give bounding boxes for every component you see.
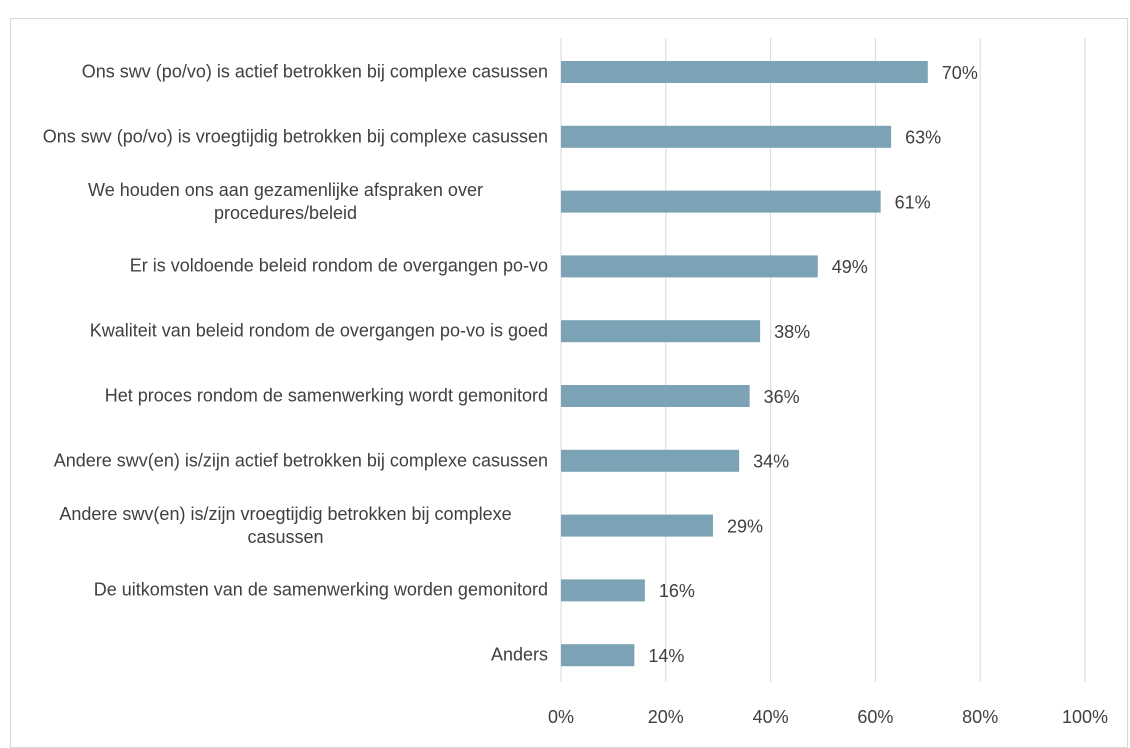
bar: [561, 125, 892, 148]
y-tick-label: Ons swv (po/vo) is actief betrokken bij …: [81, 61, 548, 82]
bar: [561, 190, 881, 213]
y-tick-label: Ons swv (po/vo) is vroegtijdig betrokken…: [42, 126, 548, 147]
y-tick-label: Het proces rondom de samenwerking wordt …: [104, 385, 548, 406]
x-tick-label: 20%: [648, 707, 684, 727]
data-label: 38%: [774, 322, 810, 342]
category-label-box: Andere swv(en) is/zijn actief betrokken …: [8, 449, 548, 472]
bar: [561, 61, 928, 83]
data-label: 14%: [648, 646, 684, 666]
y-tick-label: Er is voldoende beleid rondom de overgan…: [129, 255, 548, 276]
y-tick-label: Andere swv(en) is/zijn vroegtijdig betro…: [59, 503, 512, 547]
data-label: 63%: [905, 128, 941, 148]
category-label-box: Het proces rondom de samenwerking wordt …: [8, 385, 548, 408]
category-label-box: Anders: [8, 644, 548, 667]
data-label: 29%: [727, 516, 763, 536]
category-label-box: We houden ons aan gezamenlijke afspraken…: [8, 179, 548, 225]
data-label: 34%: [753, 452, 789, 472]
x-tick-label: 40%: [753, 707, 789, 727]
x-tick-label: 60%: [857, 707, 893, 727]
category-label-box: Ons swv (po/vo) is vroegtijdig betrokken…: [8, 125, 548, 148]
bar: [561, 255, 818, 278]
data-label: 16%: [659, 581, 695, 601]
data-label: 61%: [895, 192, 931, 212]
category-label-box: Er is voldoende beleid rondom de overgan…: [8, 255, 548, 278]
bar: [561, 644, 635, 667]
x-tick-label: 80%: [962, 707, 998, 727]
category-label-box: De uitkomsten van de samenwerking worden…: [8, 579, 548, 602]
data-label: 36%: [764, 387, 800, 407]
bar: [561, 449, 740, 472]
x-tick-label: 0%: [548, 707, 574, 727]
y-tick-label: Andere swv(en) is/zijn actief betrokken …: [53, 450, 548, 471]
y-tick-label: De uitkomsten van de samenwerking worden…: [93, 579, 548, 600]
data-label: 49%: [832, 257, 868, 277]
y-tick-label: Kwaliteit van beleid rondom de overgange…: [89, 320, 548, 341]
data-label: 70%: [942, 63, 978, 83]
x-tick-label: 100%: [1062, 707, 1108, 727]
y-tick-label: Anders: [490, 644, 548, 665]
category-label-box: Andere swv(en) is/zijn vroegtijdig betro…: [8, 503, 548, 549]
category-label-box: Kwaliteit van beleid rondom de overgange…: [8, 320, 548, 343]
y-tick-label: We houden ons aan gezamenlijke afspraken…: [88, 179, 483, 223]
bar: [561, 385, 750, 407]
bar: [561, 514, 713, 537]
bar: [561, 320, 761, 343]
category-label-box: Ons swv (po/vo) is actief betrokken bij …: [8, 61, 548, 84]
bar: [561, 579, 645, 602]
